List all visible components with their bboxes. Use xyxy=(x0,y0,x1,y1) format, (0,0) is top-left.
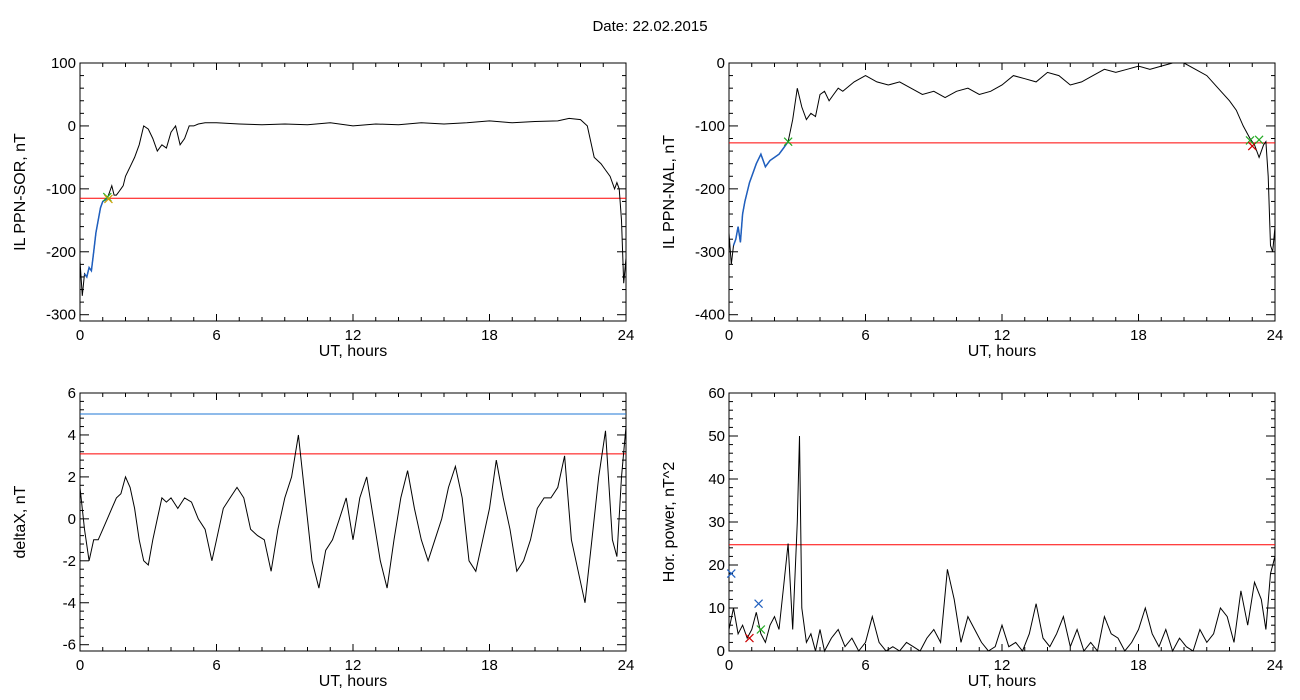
x-tick-label: 6 xyxy=(212,327,220,344)
series-line xyxy=(79,426,627,603)
x-tick-label: 0 xyxy=(76,657,84,674)
y-tick-label: 20 xyxy=(708,557,725,574)
chart-il-ppn-nal: 0 6 12 18 24 UT, hours -400 -300 -200 -100 0 IL PPN… xyxy=(661,55,1283,360)
x-tick-label: 24 xyxy=(618,657,635,674)
chart-hor-power: 0 6 12 18 24 UT, hours 0 10 20 30 40 50 60 Hor. power… xyxy=(661,385,1283,690)
x-tick-label: 12 xyxy=(994,327,1011,344)
marker-x xyxy=(1254,135,1264,145)
y-tick-label: -300 xyxy=(695,244,725,261)
plot-frame xyxy=(79,392,627,652)
series-line xyxy=(79,117,627,296)
x-tick-label: 0 xyxy=(76,327,84,344)
y-tick-label: 60 xyxy=(708,385,725,402)
x-tick-label: 6 xyxy=(212,657,220,674)
y-tick-label: 10 xyxy=(708,600,725,617)
y-axis-label: IL PPN-NAL, nT xyxy=(661,135,678,249)
y-tick-label: 50 xyxy=(708,428,725,445)
series-line xyxy=(728,435,1276,653)
y-tick-label: -200 xyxy=(46,244,76,261)
marker-stroke xyxy=(754,599,763,609)
x-tick-label: 24 xyxy=(618,327,635,344)
marker-x xyxy=(104,194,113,204)
y-tick-label: -4 xyxy=(63,595,76,612)
y-tick-label: -100 xyxy=(46,181,76,198)
marker-x xyxy=(745,633,754,643)
y-tick-label: 4 xyxy=(68,427,76,444)
marker-stroke xyxy=(726,569,736,579)
y-tick-label: 6 xyxy=(68,385,76,402)
x-axis-label: UT, hours xyxy=(968,673,1036,690)
marker-stroke xyxy=(745,633,754,643)
x-axis-label: UT, hours xyxy=(319,343,387,360)
y-axis-label: deltaX, nT xyxy=(12,485,29,558)
x-tick-label: 12 xyxy=(994,657,1011,674)
x-tick-label: 18 xyxy=(1130,657,1147,674)
plot-frame xyxy=(728,392,1276,652)
marker-x xyxy=(726,569,736,579)
y-tick-label: 100 xyxy=(51,55,76,72)
plot-frame xyxy=(79,62,627,322)
x-axis-label: UT, hours xyxy=(319,673,387,690)
marker-stroke xyxy=(756,625,766,634)
y-tick-label: -300 xyxy=(46,307,76,324)
x-tick-label: 0 xyxy=(725,657,733,674)
x-tick-label: 24 xyxy=(1267,657,1284,674)
y-axis-label: Hor. power, nT^2 xyxy=(661,462,678,583)
plot-frame xyxy=(728,62,1276,322)
y-tick-label: 30 xyxy=(708,514,725,531)
y-tick-label: -200 xyxy=(695,181,725,198)
x-tick-label: 18 xyxy=(481,657,498,674)
marker-stroke xyxy=(1254,135,1264,145)
y-tick-label: 0 xyxy=(717,55,725,72)
x-tick-label: 0 xyxy=(725,327,733,344)
x-tick-label: 6 xyxy=(861,327,869,344)
x-tick-label: 18 xyxy=(1130,327,1147,344)
x-tick-label: 12 xyxy=(345,657,362,674)
y-axis-label: IL PPN-SOR, nT xyxy=(12,133,29,251)
marker-x xyxy=(756,625,766,634)
y-tick-label: 0 xyxy=(717,643,725,660)
x-tick-label: 24 xyxy=(1267,327,1284,344)
y-tick-label: -400 xyxy=(695,307,725,324)
x-tick-label: 6 xyxy=(861,657,869,674)
y-tick-label: -100 xyxy=(695,118,725,135)
marker-stroke xyxy=(104,194,113,204)
x-tick-label: 12 xyxy=(345,327,362,344)
series-line xyxy=(728,62,1276,265)
marker-x xyxy=(783,137,793,147)
marker-x xyxy=(754,599,763,609)
marker-x xyxy=(1245,135,1255,145)
marker-stroke xyxy=(783,137,793,147)
y-tick-label: 40 xyxy=(708,471,725,488)
y-tick-label: 0 xyxy=(68,511,76,528)
y-tick-label: -2 xyxy=(63,553,76,570)
highlight-segment xyxy=(732,141,789,246)
x-tick-label: 18 xyxy=(481,327,498,344)
y-tick-label: 2 xyxy=(68,469,76,486)
page-title: Date: 22.02.2015 xyxy=(592,18,708,35)
x-axis-label: UT, hours xyxy=(968,343,1036,360)
highlight-segment xyxy=(83,197,108,279)
marker-stroke xyxy=(1245,135,1255,145)
chart-il-ppn-sor: 0 6 12 18 24 UT, hours -300 -200 -100 0 100 IL PPN-… xyxy=(12,55,634,360)
y-tick-label: -6 xyxy=(63,637,76,654)
y-tick-label: 0 xyxy=(68,118,76,135)
